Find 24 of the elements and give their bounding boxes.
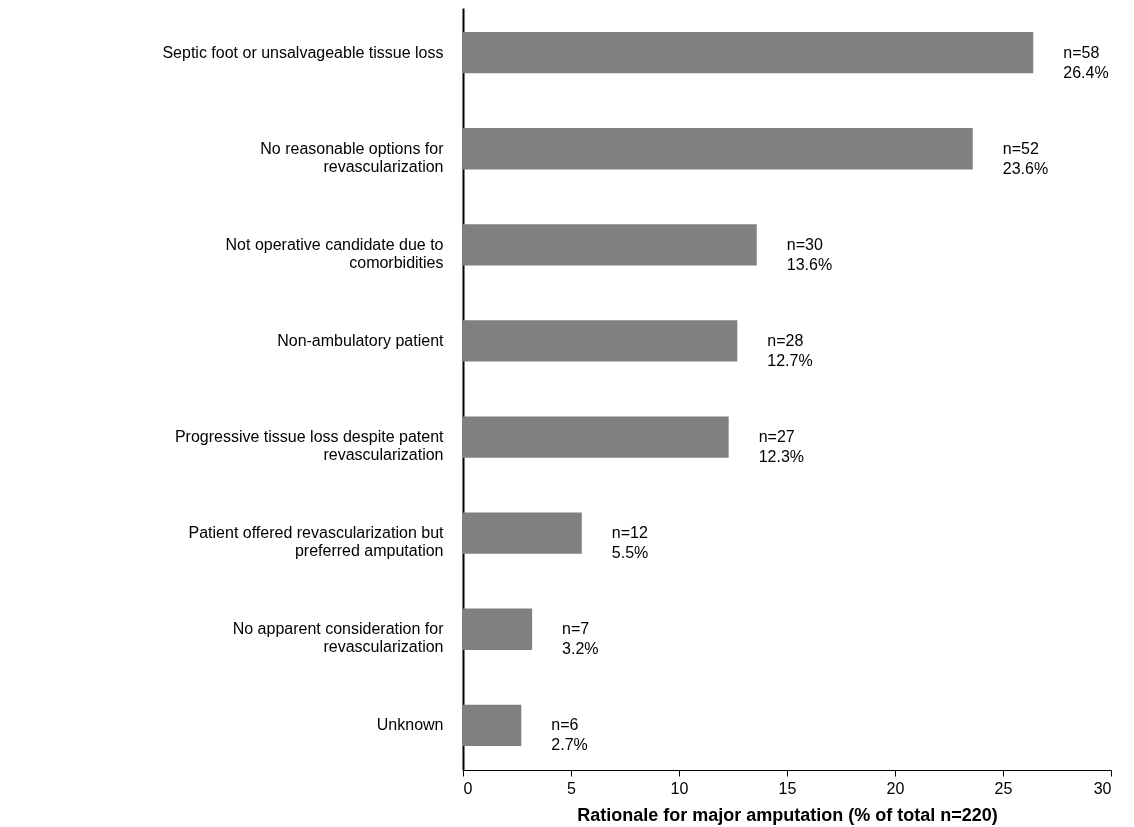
x-tick-label: 20 bbox=[886, 779, 905, 797]
y-tick-label: No reasonable options for revascularization bbox=[260, 139, 445, 175]
y-tick-label: Septic foot or unsalvageable tissue loss bbox=[162, 43, 444, 61]
y-tick-label: Unknown bbox=[376, 716, 444, 734]
y-tick-label: Non-ambulatory patient bbox=[277, 331, 445, 349]
y-tick-label: Progressive tissue loss despite patent revascularization bbox=[174, 428, 445, 464]
x-tick-label: 30 bbox=[1093, 779, 1112, 797]
data-label: n=30 13.6% bbox=[786, 235, 833, 273]
y-tick-label: No apparent consideration for revascularization bbox=[232, 620, 445, 656]
x-tick-label: 0 bbox=[463, 779, 473, 797]
x-tick-label: 25 bbox=[994, 779, 1013, 797]
y-tick-label: Not operative candidate due to comorbidities bbox=[225, 235, 444, 271]
data-label: n=27 12.3% bbox=[758, 428, 805, 466]
y-tick-label: Patient offered revascularization but preferred amputation bbox=[188, 524, 445, 560]
x-tick-label: 5 bbox=[567, 779, 577, 797]
data-label: n=52 23.6% bbox=[1002, 139, 1049, 177]
data-label: n=12 5.5% bbox=[611, 524, 649, 562]
data-label: n=7 3.2% bbox=[562, 620, 599, 658]
data-label: n=28 12.7% bbox=[767, 331, 813, 369]
x-tick-label: 10 bbox=[670, 779, 689, 797]
data-label: n=58 26.4% bbox=[1063, 43, 1109, 81]
x-tick-label: 15 bbox=[778, 779, 797, 797]
x-axis-title: Rationale for major amputation (% of total n=220) bbox=[577, 804, 998, 825]
data-label: n=6 2.7% bbox=[551, 716, 588, 754]
